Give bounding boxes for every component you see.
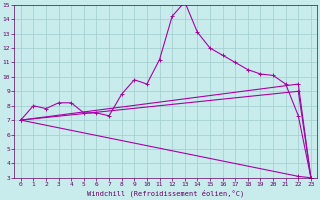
X-axis label: Windchill (Refroidissement éolien,°C): Windchill (Refroidissement éolien,°C) — [87, 190, 244, 197]
